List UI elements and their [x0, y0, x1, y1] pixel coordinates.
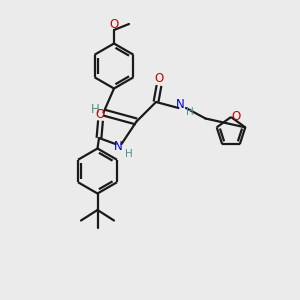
- Text: N: N: [176, 98, 184, 112]
- Text: O: O: [110, 17, 118, 31]
- Text: N: N: [114, 140, 123, 154]
- Text: H: H: [125, 148, 133, 159]
- Text: H: H: [91, 103, 100, 116]
- Text: O: O: [96, 107, 105, 121]
- Text: H: H: [186, 106, 194, 117]
- Text: O: O: [232, 110, 241, 124]
- Text: O: O: [154, 72, 164, 85]
